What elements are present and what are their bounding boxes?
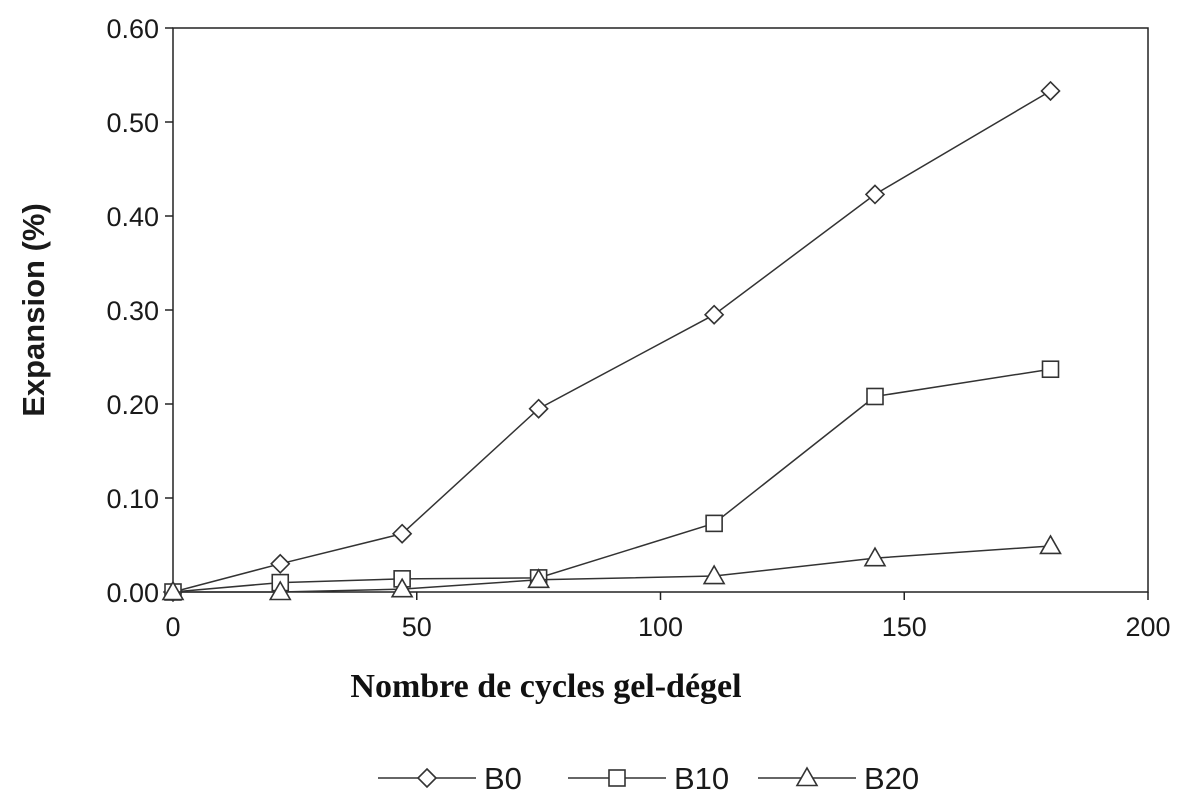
y-tick-label: 0.00 (106, 578, 159, 608)
data-point-b0 (270, 553, 291, 574)
legend-label-b20: B20 (864, 761, 919, 796)
data-point-b20 (268, 580, 292, 601)
data-point-b20 (702, 564, 726, 585)
series-layer (161, 80, 1062, 603)
series-line-b0 (172, 90, 1051, 593)
y-axis-label: Expansion (%) (16, 203, 51, 417)
legend-marker-b20 (795, 766, 819, 787)
data-point-b10 (866, 387, 884, 406)
legend-entry-b20: B20 (758, 761, 919, 796)
legend-marker-b0 (416, 767, 438, 789)
data-point-b20 (863, 546, 887, 567)
x-tick-label: 50 (402, 612, 432, 642)
legend: B0 B10 B20 (378, 761, 919, 796)
y-tick-label: 0.50 (106, 108, 159, 138)
data-point-b20 (390, 577, 414, 598)
legend-marker-b10 (608, 769, 626, 787)
series-b10 (164, 360, 1060, 601)
data-point-b0 (1040, 80, 1061, 102)
y-tick-label: 0.20 (106, 390, 159, 420)
y-axis: 0.00 0.10 0.20 0.30 0.40 0.50 0.60 (106, 14, 173, 608)
legend-entry-b0: B0 (378, 761, 522, 796)
x-tick-label: 100 (638, 612, 683, 642)
data-point-b10 (705, 514, 723, 533)
data-point-b0 (864, 184, 886, 205)
legend-label-b0: B0 (484, 761, 522, 796)
data-point-b10 (1041, 360, 1060, 379)
x-tick-label: 0 (165, 612, 180, 642)
y-tick-label: 0.40 (106, 202, 159, 232)
y-tick-label: 0.60 (106, 14, 159, 44)
x-axis: 0 50 100 150 200 (165, 592, 1171, 642)
series-line-b20 (173, 545, 1051, 593)
series-b20 (161, 534, 1062, 601)
data-point-b0 (391, 523, 413, 544)
legend-label-b10: B10 (674, 761, 729, 796)
data-point-b0 (703, 304, 725, 325)
plot-area-frame (172, 27, 1149, 593)
series-b0 (162, 80, 1061, 603)
series-line-b10 (172, 368, 1051, 593)
data-point-b20 (527, 568, 551, 589)
x-axis-label: Nombre de cycles gel-dégel (350, 668, 741, 705)
data-point-b20 (1039, 534, 1062, 555)
x-tick-label: 200 (1125, 612, 1170, 642)
y-tick-label: 0.10 (106, 484, 159, 514)
legend-entry-b10: B10 (568, 761, 729, 796)
data-point-b0 (528, 398, 549, 419)
x-tick-label: 150 (882, 612, 927, 642)
data-point-b20 (161, 580, 185, 601)
y-tick-label: 0.30 (106, 296, 159, 326)
